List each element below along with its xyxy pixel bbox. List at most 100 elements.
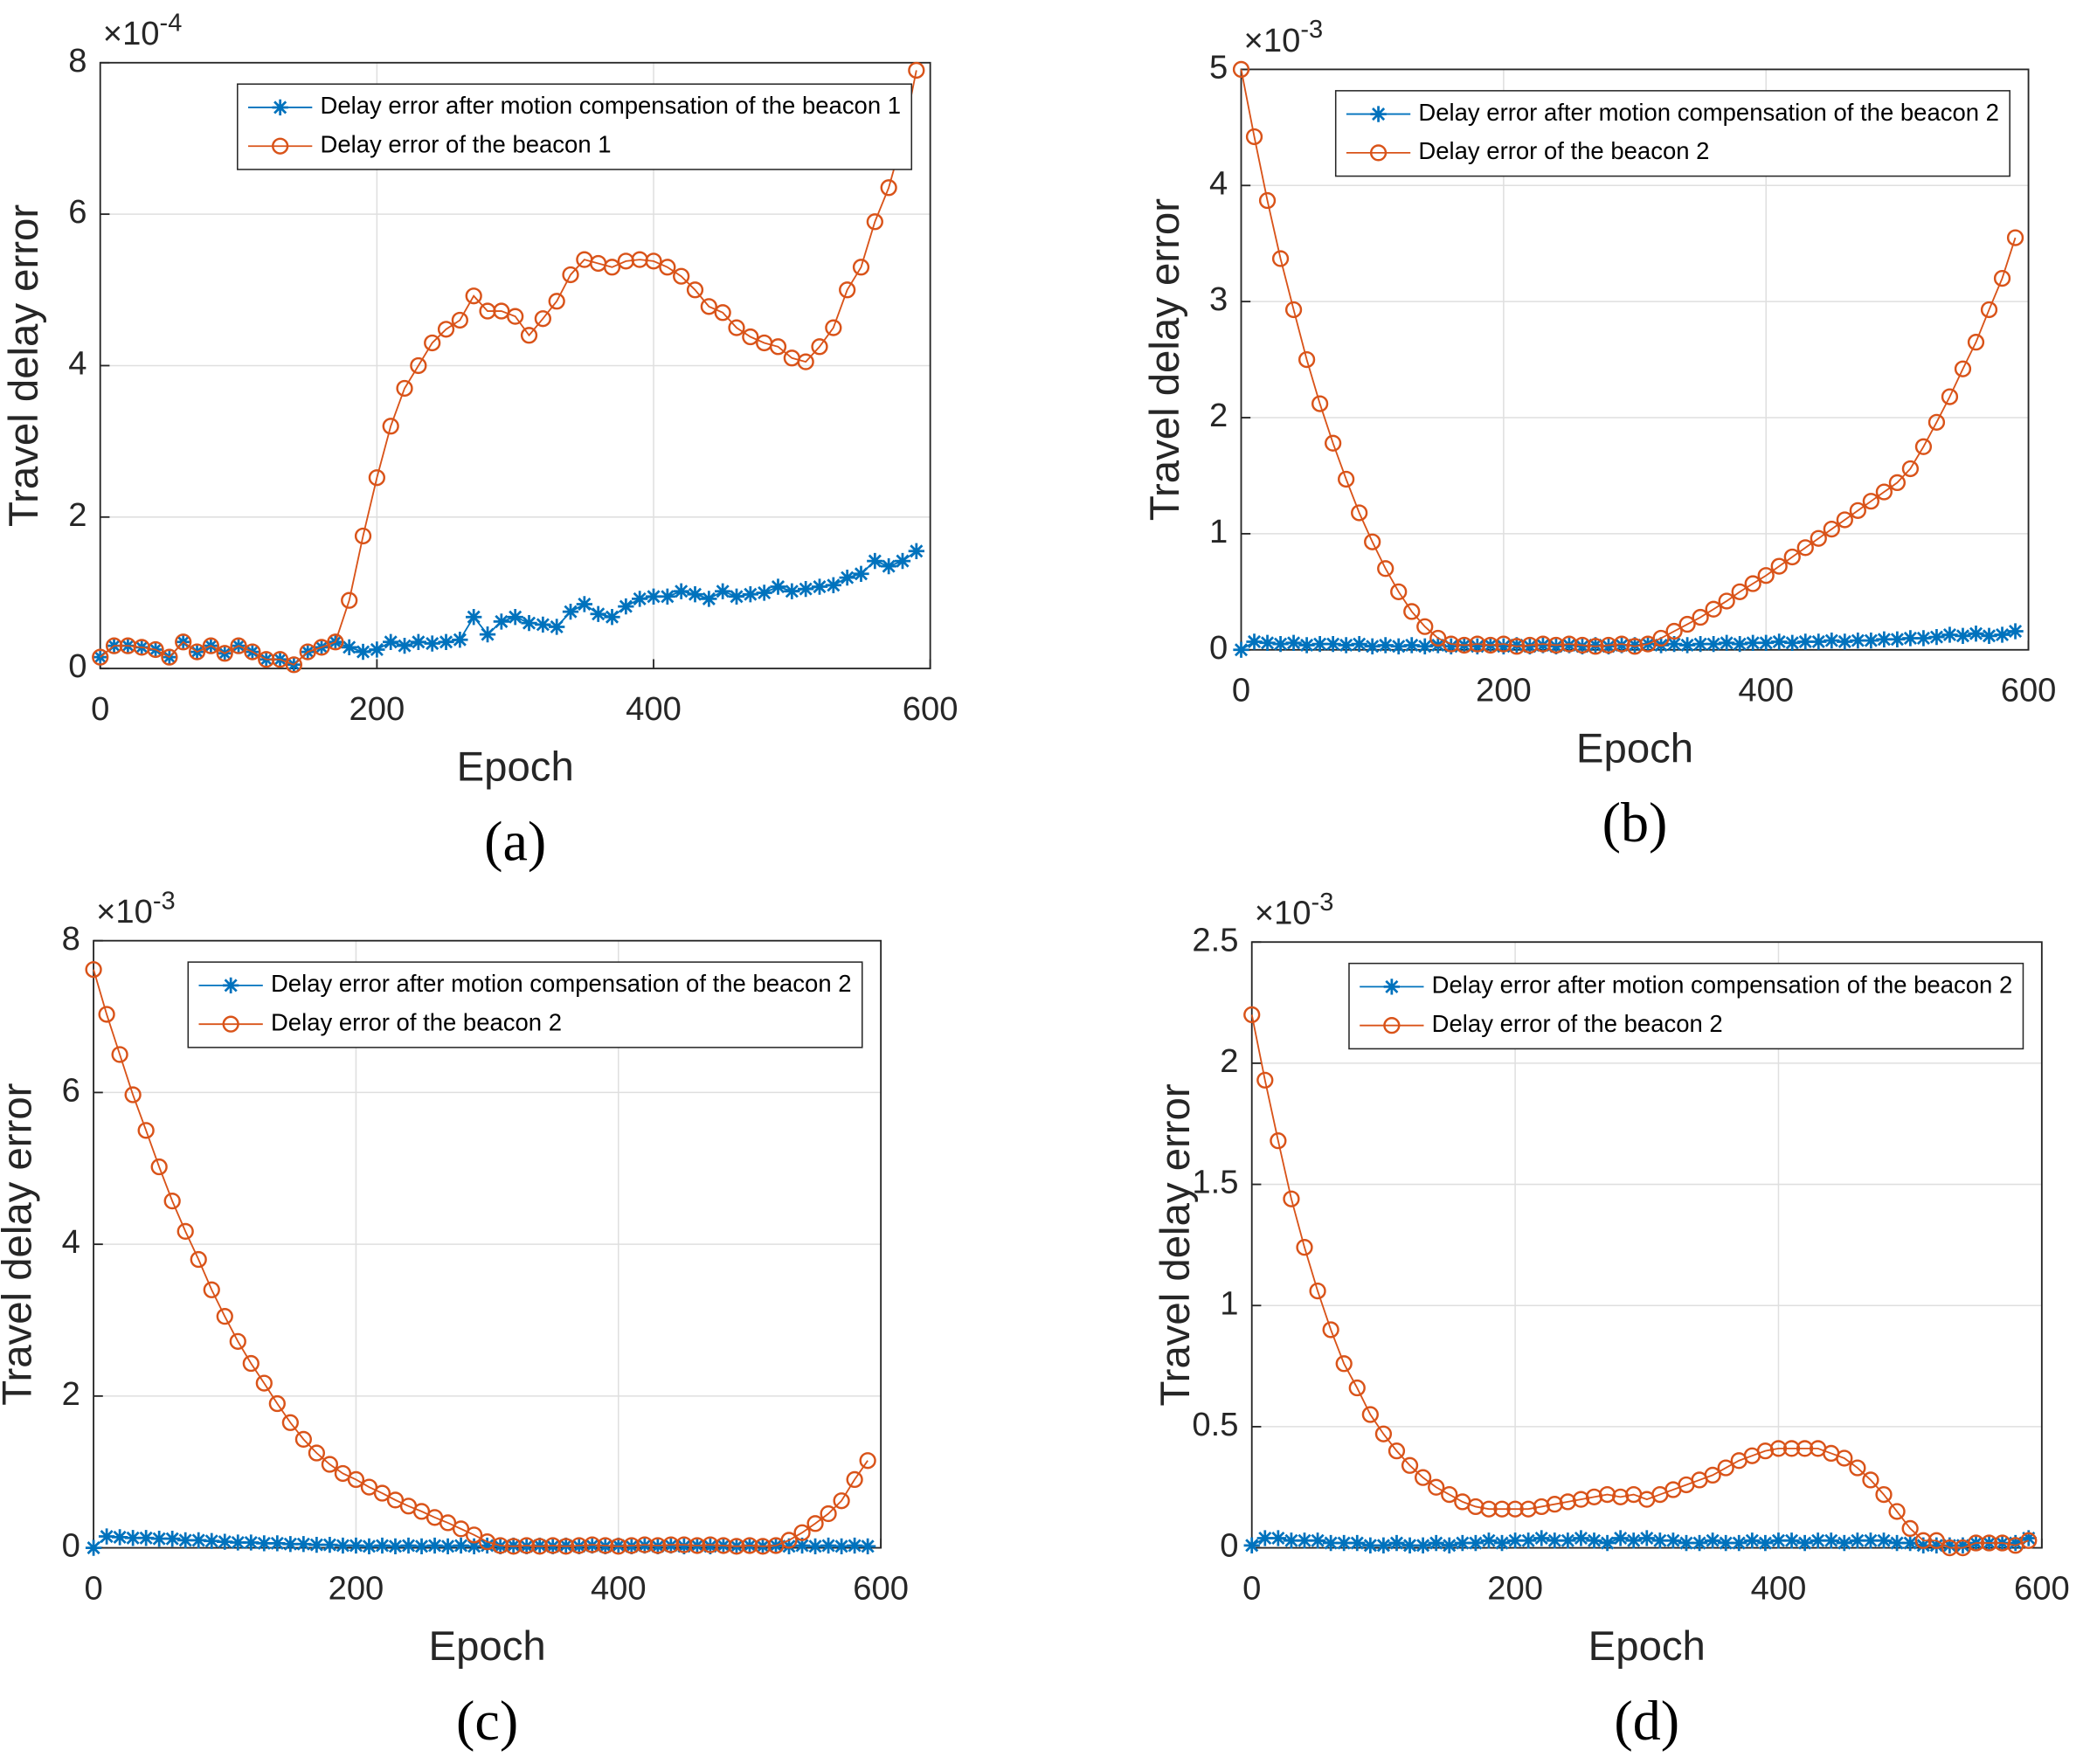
data-point xyxy=(369,641,385,658)
data-point xyxy=(852,259,870,276)
data-point xyxy=(1626,638,1644,655)
data-point xyxy=(1271,250,1290,267)
legend-label: Delay error after motion compensation of… xyxy=(271,970,852,997)
data-point xyxy=(466,1538,482,1555)
data-point xyxy=(659,588,676,605)
legend: Delay error after motion compensation of… xyxy=(1348,962,2024,1050)
data-point xyxy=(846,1537,863,1554)
data-point xyxy=(1284,301,1303,319)
y-multiplier-exponent: -3 xyxy=(153,887,176,915)
x-tick-label: 400 xyxy=(591,1570,647,1608)
data-point xyxy=(1547,1532,1563,1549)
data-point xyxy=(1875,483,1893,501)
data-point xyxy=(1256,1071,1274,1089)
data-point xyxy=(1691,1534,1708,1552)
data-point xyxy=(1731,1534,1747,1552)
data-point xyxy=(811,338,828,356)
data-point xyxy=(1967,334,1985,351)
data-point xyxy=(793,1537,811,1554)
data-point xyxy=(557,1538,575,1555)
data-point xyxy=(1850,632,1866,649)
data-point xyxy=(1480,1532,1498,1549)
data-point xyxy=(175,633,192,651)
x-tick-label: 0 xyxy=(1242,1570,1261,1608)
data-point xyxy=(618,598,634,615)
data-point xyxy=(1875,1485,1893,1504)
data-point xyxy=(1652,629,1670,647)
data-point xyxy=(1836,511,1853,529)
data-point xyxy=(216,645,233,662)
data-point xyxy=(702,1538,719,1555)
y-axis-label: Travel delay error xyxy=(1152,1083,1199,1406)
data-point xyxy=(2007,623,2024,640)
data-point xyxy=(793,1524,811,1541)
data-point xyxy=(1600,638,1617,654)
legend-label: Delay error of the beacon 2 xyxy=(1418,137,1709,164)
data-point xyxy=(1298,637,1315,654)
data-point xyxy=(1797,633,1814,650)
data-point xyxy=(1678,637,1696,654)
data-point xyxy=(151,1531,168,1547)
data-point xyxy=(1626,637,1644,654)
y-tick-label: 4 xyxy=(1209,164,1228,202)
data-point xyxy=(424,635,440,652)
data-point xyxy=(797,353,814,370)
data-point xyxy=(728,1538,745,1555)
legend-box xyxy=(187,961,863,1048)
data-point xyxy=(649,1537,667,1554)
data-point xyxy=(1967,1534,1985,1552)
data-point xyxy=(1849,502,1866,519)
x-tick-label: 400 xyxy=(626,690,682,728)
data-point xyxy=(1625,1532,1642,1549)
x-tick-label: 200 xyxy=(1476,672,1532,709)
data-point xyxy=(728,319,745,336)
data-point xyxy=(355,643,371,661)
data-point xyxy=(1349,1534,1366,1552)
data-point xyxy=(1441,1537,1457,1553)
data-point xyxy=(521,614,537,632)
data-point xyxy=(662,1536,680,1553)
data-point xyxy=(1732,635,1748,653)
y-multiplier: ×10-3 xyxy=(1255,889,1334,932)
data-point xyxy=(610,1538,627,1555)
data-point xyxy=(839,281,856,299)
data-point xyxy=(341,639,357,656)
data-point xyxy=(216,1308,233,1325)
data-point xyxy=(1782,1440,1801,1457)
x-axis-label: Epoch xyxy=(429,1623,546,1670)
data-point xyxy=(1245,128,1263,146)
data-point xyxy=(1915,1537,1932,1553)
data-point xyxy=(410,633,427,650)
data-point xyxy=(1927,413,1946,431)
data-point xyxy=(1664,1532,1682,1549)
data-point xyxy=(798,580,814,598)
data-point xyxy=(1377,637,1394,654)
data-point xyxy=(1849,1532,1866,1549)
data-point xyxy=(1534,637,1552,654)
data-point xyxy=(1862,493,1879,510)
data-point xyxy=(1612,1530,1629,1546)
data-point xyxy=(1914,1532,1932,1549)
data-point xyxy=(1745,634,1761,651)
data-point xyxy=(188,643,206,661)
data-point xyxy=(1705,600,1722,618)
data-point xyxy=(2007,1534,2024,1552)
data-point xyxy=(230,637,247,654)
data-point xyxy=(590,605,606,622)
data-point xyxy=(438,633,454,650)
data-point xyxy=(269,1535,286,1552)
data-point xyxy=(1876,631,1893,647)
data-point xyxy=(229,1332,246,1350)
data-point xyxy=(1508,638,1526,655)
y-tick-label: 2.5 xyxy=(1192,921,1238,958)
data-point xyxy=(811,578,828,595)
data-point xyxy=(424,334,441,352)
data-point xyxy=(880,557,897,575)
data-point xyxy=(413,1538,430,1555)
data-point xyxy=(675,1538,693,1555)
data-point xyxy=(1311,635,1328,653)
x-axis-label: Epoch xyxy=(1588,1623,1706,1670)
data-point xyxy=(1889,631,1906,647)
data-point xyxy=(549,619,565,635)
